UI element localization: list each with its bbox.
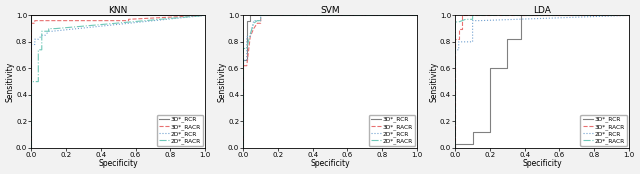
X-axis label: Specificity: Specificity <box>310 159 350 168</box>
Y-axis label: Sensitivity: Sensitivity <box>429 61 438 102</box>
Legend: 3D*_RCR, 3D*_RACR, 2D*_RCR, 2D*_RACR: 3D*_RCR, 3D*_RACR, 2D*_RCR, 2D*_RACR <box>580 115 627 146</box>
Y-axis label: Sensitivity: Sensitivity <box>218 61 227 102</box>
Legend: 3D*_RCR, 3D*_RACR, 2D*_RCR, 2D*_RACR: 3D*_RCR, 3D*_RACR, 2D*_RCR, 2D*_RACR <box>157 115 203 146</box>
Title: LDA: LDA <box>533 6 551 15</box>
Title: SVM: SVM <box>320 6 340 15</box>
Title: KNN: KNN <box>108 6 128 15</box>
Legend: 3D*_RCR, 3D*_RACR, 2D*_RCR, 2D*_RACR: 3D*_RCR, 3D*_RACR, 2D*_RCR, 2D*_RACR <box>369 115 415 146</box>
X-axis label: Specificity: Specificity <box>99 159 138 168</box>
Y-axis label: Sensitivity: Sensitivity <box>6 61 15 102</box>
X-axis label: Specificity: Specificity <box>522 159 562 168</box>
